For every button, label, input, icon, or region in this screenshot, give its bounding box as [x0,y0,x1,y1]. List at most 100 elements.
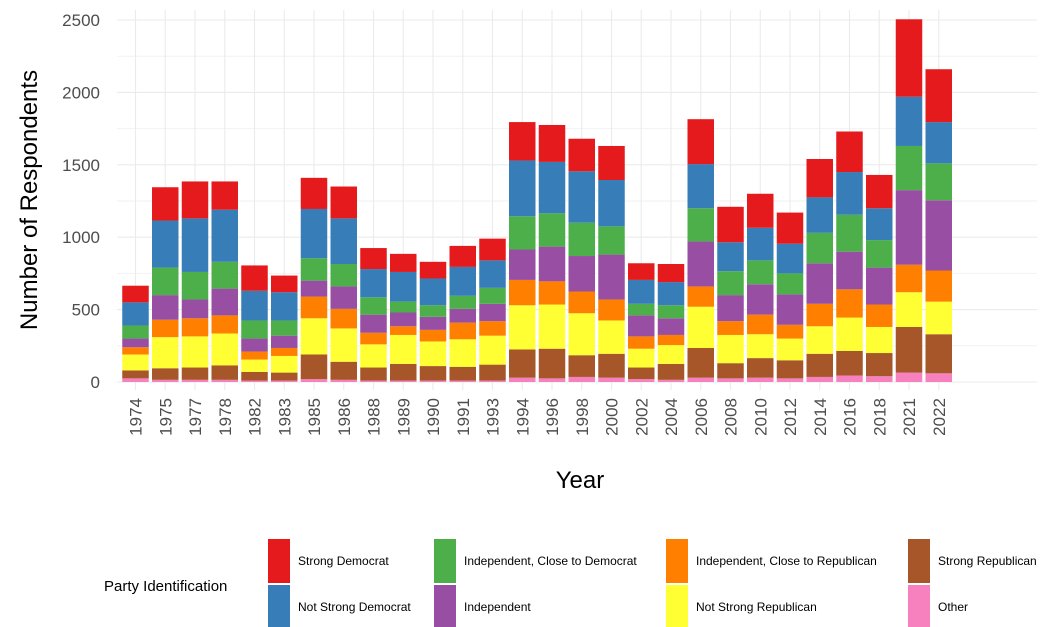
bar-segment-1994-not-strong-republican [509,305,536,350]
bar-segment-2012-other [776,378,804,382]
bar-segment-2022-independent [925,200,952,271]
legend-key-other [908,585,930,627]
bar-segment-1982-not-strong-republican [241,359,268,372]
y-axis-ticks: 0 500 1000 1500 2000 2500 [62,11,100,392]
bar-segment-2008-not-strong-republican [717,334,744,364]
bar-segment-1974-independent-close-to-democrat [122,325,149,339]
bar-segment-1985-not-strong-democrat [300,208,328,259]
bar-segment-1974-strong-democrat [122,285,149,303]
bar-segment-1990-not-strong-democrat [419,278,447,306]
bar-segment-1978-strong-republican [211,365,238,380]
bar-segment-2008-independent [717,295,744,322]
bar-segment-2006-not-strong-democrat [687,164,714,209]
bar-segment-2022-not-strong-republican [925,301,952,335]
bar-segment-1988-other [360,380,387,382]
bar-segment-1978-not-strong-republican [211,333,238,366]
bar-segment-2021-strong-republican [895,326,923,373]
bar-segment-2002-not-strong-republican [628,348,655,368]
legend-label-strong-republican: Strong Republican [938,554,1037,568]
bar-segment-2014-independent [806,263,833,304]
x-tick-label: 1996 [543,398,562,436]
bar-segment-1998-not-strong-republican [568,313,595,356]
bar-segment-1978-other [211,379,238,382]
legend: Strong Democrat Not Strong Democrat Indepe… [268,539,1037,627]
bar-segment-1985-other [300,379,328,382]
bar-segment-1994-independent-close-to-democrat [509,216,536,250]
x-tick-label: 1989 [394,398,413,436]
bar-segment-2014-not-strong-democrat [806,197,833,233]
bar-segment-2006-other [687,377,714,382]
x-tick-label: 2021 [900,398,919,436]
bar-segment-1998-strong-republican [568,355,595,377]
bar-segment-1982-strong-republican [241,371,268,381]
bar-segment-2022-independent-close-to-republican [925,270,952,302]
legend-label-not-strong-republican: Not Strong Republican [696,600,817,614]
bar-segment-1977-independent-close-to-republican [181,318,209,337]
bar-segment-2010-independent [747,284,774,315]
bar-segment-1974-strong-republican [122,370,149,379]
bar-segment-1989-not-strong-republican [390,334,417,364]
bar-segment-2012-independent-close-to-republican [776,324,804,339]
bar-segment-2010-other [747,377,774,382]
bar-segment-2021-strong-democrat [895,19,923,97]
bar-segment-1974-independent-close-to-republican [122,347,149,355]
x-tick-label: 1993 [484,398,503,436]
bar-segment-1993-strong-republican [479,364,506,381]
bar-segment-2018-independent-close-to-democrat [866,240,893,268]
bar-segment-2022-strong-republican [925,334,952,374]
x-tick-label: 1988 [365,398,384,436]
bar-segment-1982-independent-close-to-republican [241,351,268,360]
bar-segment-2016-not-strong-republican [836,317,863,351]
bar-segment-2012-independent-close-to-democrat [776,273,804,295]
bar-segment-1975-independent [152,295,179,320]
bar-segment-1988-strong-republican [360,367,387,381]
bar-segment-2016-independent-close-to-democrat [836,214,863,252]
y-axis-title: Number of Respondents [16,70,43,330]
bar-segment-2006-independent-close-to-republican [687,286,714,307]
bar-segment-1996-independent-close-to-republican [538,281,566,305]
x-tick-label: 1983 [275,398,294,436]
bar-segment-1991-strong-republican [449,366,476,381]
x-tick-label: 1982 [246,398,265,436]
bar-segment-1988-independent [360,314,387,333]
bar-segment-2004-strong-republican [657,363,685,380]
bar-segment-1985-independent-close-to-republican [300,296,328,319]
x-tick-label: 1991 [454,398,473,436]
x-tick-label: 1977 [186,398,205,436]
bar-segment-1989-other [390,380,417,382]
bar-segment-2002-not-strong-democrat [628,279,655,304]
bar-segment-1975-not-strong-republican [152,337,179,369]
bar-segment-2016-not-strong-democrat [836,172,863,215]
bar-segment-2014-independent-close-to-republican [806,303,833,327]
bar-segment-1986-independent [330,286,357,309]
x-tick-label: 2002 [632,398,651,436]
bar-segment-1989-strong-democrat [390,253,417,272]
bar-segment-2004-independent-close-to-republican [657,334,685,346]
bar-segment-2006-independent-close-to-democrat [687,208,714,242]
bar-segment-2016-independent-close-to-republican [836,289,863,318]
bar-segment-2004-other [657,379,685,382]
x-tick-label: 2000 [603,398,622,436]
legend-key-independent-close-to-democrat [434,539,456,583]
bar-segment-1990-independent-close-to-republican [419,329,447,342]
bar-segment-1991-not-strong-democrat [449,266,476,296]
x-tick-label: 2018 [870,398,889,436]
legend-label-independent: Independent [464,600,531,614]
bar-segment-2002-independent-close-to-democrat [628,303,655,316]
bar-segment-1977-independent-close-to-democrat [181,271,209,300]
bar-segment-1974-other [122,378,149,382]
bar-segment-1986-strong-republican [330,361,357,380]
bar-segment-1986-not-strong-republican [330,328,357,362]
bar-segment-2018-strong-democrat [866,174,893,209]
legend-key-not-strong-democrat [268,585,290,627]
bar-segment-1974-independent [122,338,149,348]
x-tick-label: 2022 [930,398,949,436]
bar-segment-1990-strong-democrat [419,261,447,279]
y-tick-label: 500 [72,301,100,320]
bar-segment-2018-other [866,376,893,382]
bar-segment-1975-strong-democrat [152,187,179,221]
bar-segment-1993-independent-close-to-democrat [479,287,506,304]
bar-segment-2008-independent-close-to-republican [717,321,744,335]
legend-key-strong-democrat [268,539,290,583]
bar-segment-1974-not-strong-republican [122,354,149,371]
